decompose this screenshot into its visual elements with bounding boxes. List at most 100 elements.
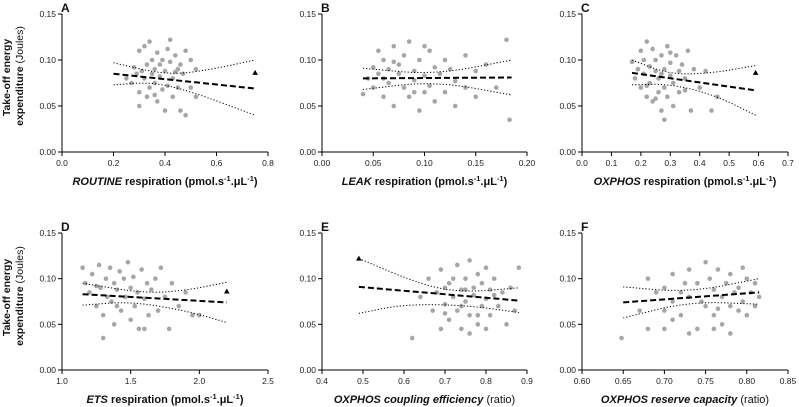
data-point bbox=[183, 112, 188, 118]
data-point bbox=[131, 65, 137, 70]
data-point bbox=[662, 66, 667, 72]
data-point bbox=[386, 80, 391, 86]
panel-letter: C bbox=[581, 1, 590, 15]
x-tick-label: 0.15 bbox=[467, 158, 484, 168]
data-point bbox=[153, 276, 158, 281]
ci-upper-band bbox=[82, 281, 227, 293]
data-point bbox=[715, 306, 721, 312]
data-point bbox=[160, 87, 165, 92]
data-point bbox=[682, 280, 688, 286]
data-point bbox=[396, 62, 402, 67]
data-point bbox=[162, 68, 168, 74]
data-point bbox=[467, 258, 472, 263]
data-point bbox=[650, 99, 655, 104]
data-point bbox=[94, 283, 99, 289]
data-point bbox=[376, 71, 381, 77]
x-tick-label: 0.4 bbox=[694, 158, 706, 168]
data-point bbox=[381, 57, 386, 63]
ci-upper-band bbox=[113, 59, 256, 74]
data-point bbox=[152, 80, 157, 86]
data-point bbox=[417, 57, 422, 63]
y-tick-label: 0.05 bbox=[559, 101, 576, 111]
data-point bbox=[703, 303, 708, 309]
data-point bbox=[483, 326, 489, 332]
data-point bbox=[80, 265, 85, 271]
data-point bbox=[103, 276, 109, 281]
data-point bbox=[707, 276, 713, 281]
data-point bbox=[422, 43, 427, 49]
data-point bbox=[516, 265, 522, 271]
data-point bbox=[632, 76, 638, 81]
data-point bbox=[483, 62, 489, 67]
regression-line bbox=[113, 72, 256, 90]
data-point bbox=[471, 285, 477, 291]
data-point bbox=[158, 265, 164, 271]
data-point bbox=[450, 276, 456, 281]
regression-line bbox=[362, 76, 512, 80]
ci-lower-band bbox=[362, 83, 512, 96]
data-point bbox=[504, 37, 509, 43]
x-tick-label: 0.9 bbox=[521, 376, 533, 386]
data-point bbox=[473, 94, 479, 100]
data-point bbox=[473, 68, 479, 74]
y-tick-label: 0.10 bbox=[559, 274, 576, 284]
data-point bbox=[688, 108, 694, 113]
y-tick-label: 0.00 bbox=[559, 147, 576, 157]
data-point bbox=[442, 89, 448, 95]
data-point bbox=[479, 280, 485, 286]
data-point bbox=[665, 43, 670, 49]
data-point bbox=[635, 66, 641, 72]
data-point bbox=[740, 265, 745, 271]
data-point bbox=[131, 274, 136, 280]
data-point bbox=[653, 68, 658, 74]
data-point bbox=[160, 57, 165, 63]
data-point bbox=[128, 317, 133, 323]
data-point bbox=[188, 57, 194, 63]
x-tick-label: 0.5 bbox=[723, 158, 735, 168]
data-point bbox=[629, 59, 635, 65]
data-point bbox=[679, 62, 685, 67]
data-point bbox=[386, 66, 391, 72]
y-tick-label: 0.15 bbox=[559, 228, 576, 238]
data-point bbox=[659, 108, 664, 113]
regression-line bbox=[631, 71, 756, 92]
data-point bbox=[418, 294, 423, 300]
data-point bbox=[645, 326, 651, 332]
panel-letter: D bbox=[61, 220, 70, 234]
data-point bbox=[723, 280, 729, 286]
y-tick-label: 0.15 bbox=[299, 228, 316, 238]
x-tick-label: 0.70 bbox=[656, 376, 673, 386]
outlier-marker bbox=[752, 69, 759, 75]
data-point bbox=[147, 85, 152, 90]
x-tick-label: 0.2 bbox=[108, 158, 120, 168]
data-point bbox=[512, 308, 517, 313]
y-tick-label: 0.05 bbox=[39, 101, 56, 111]
x-tick-label: 2.0 bbox=[193, 376, 205, 386]
x-axis-title: OXPHOS coupling efficiency (ratio) bbox=[334, 394, 515, 406]
data-point bbox=[89, 271, 95, 277]
data-point bbox=[432, 99, 438, 104]
data-point bbox=[427, 83, 432, 89]
panel-c: 0.00 0.05 0.10 0.15 0.0 0.1 0.2 0.3 0.4 0.5 0.6 0.7… bbox=[559, 1, 794, 188]
y-tick-label: 0.05 bbox=[39, 319, 56, 329]
data-point bbox=[128, 285, 133, 291]
data-point bbox=[740, 299, 745, 304]
data-point bbox=[507, 117, 512, 123]
x-tick-label: 0.1 bbox=[606, 158, 618, 168]
x-tick-label: 0.80 bbox=[739, 376, 756, 386]
data-point bbox=[139, 68, 145, 74]
data-point bbox=[144, 62, 150, 67]
x-tick-label: 0.85 bbox=[780, 376, 797, 386]
data-point bbox=[491, 276, 497, 281]
data-point bbox=[685, 48, 691, 54]
ci-upper-band bbox=[362, 59, 512, 73]
data-point bbox=[463, 287, 468, 292]
data-point bbox=[463, 53, 468, 58]
data-point bbox=[165, 83, 170, 89]
data-point bbox=[417, 108, 422, 113]
panel-b: 0.00 0.05 0.10 0.15 0.00 0.05 0.10 0.15 0.20 B LEA… bbox=[299, 1, 535, 188]
data-point bbox=[638, 85, 644, 90]
data-point bbox=[475, 322, 481, 327]
data-point bbox=[136, 103, 142, 109]
data-point bbox=[401, 85, 407, 90]
